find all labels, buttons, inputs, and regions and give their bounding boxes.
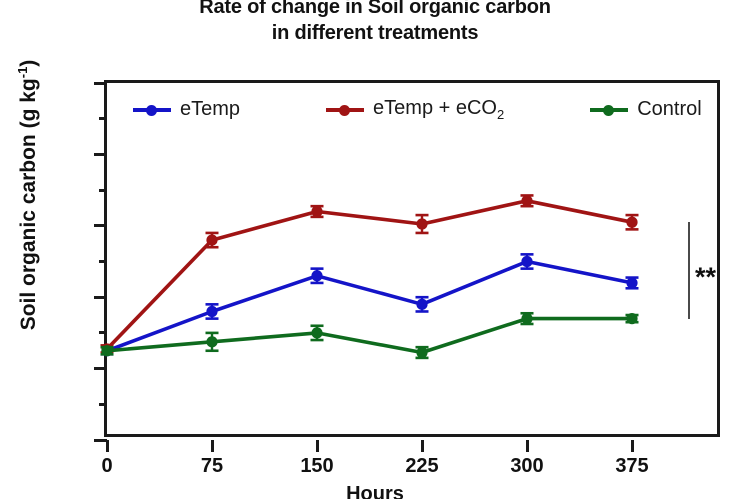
data-point-marker (521, 313, 533, 325)
plot-area: eTemp eTemp + eCO2 Control 81012141618 0… (94, 80, 720, 477)
legend-marker-icon-etemp-eco2 (326, 103, 365, 117)
data-point-marker (626, 313, 638, 325)
series-line (105, 199, 633, 351)
legend-label-etemp-eco2-sub: 2 (496, 107, 505, 122)
y-axis-title-main: Soil organic carbon (g kg (17, 78, 40, 331)
data-point-marker (416, 346, 428, 359)
y-axis-major-tick (94, 438, 107, 442)
data-point-marker (626, 216, 638, 228)
y-axis-major-tick (94, 295, 107, 299)
legend-label-etemp-eco2-main: eTemp + eCO (373, 97, 497, 119)
series-line (106, 259, 633, 353)
series-3 (100, 311, 639, 360)
data-point-marker (626, 277, 638, 289)
chart-title: Rate of change in Soil organic carbon in… (0, 0, 750, 46)
x-axis-major-tick (315, 440, 319, 452)
significance-bracket (688, 222, 690, 319)
legend-marker-icon-control (590, 103, 629, 117)
x-axis-major-tick (210, 440, 214, 452)
x-axis-tick-label: 0 (101, 455, 113, 477)
y-axis-major-tick (94, 152, 107, 156)
chart-title-line-2: in different treatments (271, 22, 479, 44)
data-point-marker (206, 305, 218, 318)
x-axis-major-tick (420, 440, 424, 452)
y-axis-major-tick (94, 367, 107, 371)
legend-item-control: Control (590, 98, 702, 121)
legend-label-control: Control (637, 98, 702, 120)
x-axis-title: Hours (346, 483, 404, 499)
legend: eTemp eTemp + eCO2 Control (123, 97, 707, 122)
data-point-marker (206, 234, 218, 246)
y-axis-major-tick (94, 224, 107, 228)
y-axis-minor-tick (99, 402, 107, 406)
y-axis-minor-tick (99, 260, 107, 263)
legend-marker-icon-etemp (133, 103, 171, 117)
data-point-marker (311, 205, 323, 218)
y-axis-title-close: ) (17, 59, 40, 67)
x-axis-tick-label: 375 (615, 455, 649, 477)
y-axis-title-superscript: -1 (15, 66, 30, 79)
data-point-marker (206, 336, 218, 348)
data-point-marker (311, 270, 323, 282)
legend-label-etemp-eco2: eTemp + eCO2 (373, 97, 504, 122)
legend-item-etemp: eTemp (133, 98, 240, 121)
x-axis-major-tick (525, 440, 529, 452)
series-2 (100, 194, 639, 355)
data-point-marker (521, 195, 533, 207)
data-point-marker (311, 327, 323, 339)
y-axis-major-tick (94, 81, 107, 85)
significance-label: ** (695, 262, 717, 293)
data-point-marker (416, 298, 428, 310)
y-axis-minor-tick (99, 188, 107, 192)
x-axis-major-tick (105, 440, 109, 452)
x-axis-major-tick (630, 440, 634, 452)
legend-label-etemp: eTemp (180, 98, 241, 120)
x-axis-tick-label: 225 (405, 455, 439, 477)
series-line (106, 316, 632, 355)
data-point-marker (521, 255, 533, 268)
x-axis-tick-label: 300 (510, 455, 544, 477)
y-axis-minor-tick (99, 331, 107, 335)
data-series-layer (100, 194, 639, 360)
y-axis-minor-tick (99, 117, 107, 121)
x-axis-tick-label: 150 (300, 455, 334, 477)
data-point-marker (416, 218, 428, 230)
x-axis-tick-label: 75 (200, 455, 224, 477)
data-point-marker (101, 345, 113, 357)
legend-item-etemp-eco2: eTemp + eCO2 (326, 97, 504, 122)
chart-title-line-1: Rate of change in Soil organic carbon (199, 0, 551, 18)
y-axis-title: Soil organic carbon (g kg-1) (15, 15, 41, 375)
